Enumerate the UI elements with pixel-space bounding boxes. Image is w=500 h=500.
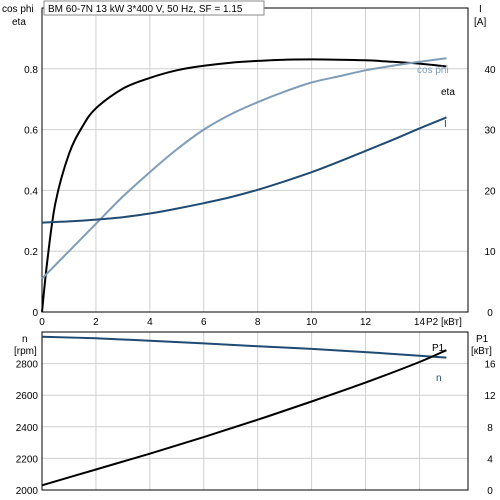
y-right-tick-label: 16 [484, 360, 496, 371]
y-left-tick-label: 2400 [16, 423, 39, 434]
y-left-tick-label: 0.4 [24, 186, 38, 197]
y-left-tick-label: 0.8 [24, 65, 38, 76]
p1-curve [41, 349, 447, 487]
y-right-tick-label: 0 [487, 486, 493, 497]
y-left-tick-label: 2000 [16, 486, 39, 497]
y-right-tick-label: 30 [484, 126, 496, 137]
x-tick-label: 2 [93, 317, 99, 328]
y-right-tick-label: 0 [487, 308, 493, 319]
x-axis-label: P2 [кВт] [426, 317, 462, 328]
x-tick-label: 6 [201, 317, 207, 328]
x-tick-label: 10 [306, 317, 318, 328]
left-axis-label-cosphi: cos phi [2, 4, 34, 15]
y-left-tick-label: 2600 [16, 391, 39, 402]
y-left-tick-label: 0.6 [24, 126, 38, 137]
p1-series-label: P1 [432, 343, 445, 354]
x-tick-label: 0 [39, 317, 45, 328]
eta-curve [41, 58, 447, 313]
x-tick-label: 12 [360, 317, 372, 328]
bottom-plot-frame [41, 331, 469, 491]
y-left-tick-label: 2800 [16, 360, 39, 371]
top-grid [42, 8, 468, 313]
y-right-tick-label: 4 [487, 454, 493, 465]
chart-title: BM 60-7N 13 kW 3*400 V, 50 Hz, SF = 1.15 [48, 4, 243, 15]
eta-series-label: eta [441, 87, 455, 98]
left-axis-label-rpm: [rpm] [14, 346, 37, 357]
right-axis-label-i: I [479, 4, 482, 15]
x-tick-label: 14 [414, 317, 426, 328]
bottom-ticks: 2000 2200 2400 2600 2800 0 4 8 12 16 [16, 360, 496, 497]
y-left-tick-label: 0.2 [24, 247, 38, 258]
right-axis-label-p1: P1 [476, 334, 489, 345]
i-series-label: I [444, 119, 447, 130]
y-left-tick-label: 2200 [16, 454, 39, 465]
cos-phi-curve [41, 57, 447, 280]
cos-phi-series-label: cos phi [417, 65, 449, 76]
x-tick-label: 8 [255, 317, 261, 328]
y-left-tick-label: 0 [32, 308, 38, 319]
n-series-label: n [436, 373, 442, 384]
top-curves: eta cos phi I [41, 57, 455, 313]
n-curve [41, 335, 447, 359]
right-axis-label-unit: [A] [474, 17, 486, 28]
left-axis-label-n: n [22, 334, 28, 345]
y-right-tick-label: 10 [484, 247, 496, 258]
title-box [43, 0, 265, 16]
y-right-tick-label: 40 [484, 65, 496, 76]
y-right-tick-label: 8 [487, 423, 493, 434]
i-curve [41, 116, 447, 224]
bottom-curves: n P1 [41, 335, 447, 487]
top-plot-frame [41, 7, 469, 313]
left-axis-label-eta: eta [12, 17, 26, 28]
efficiency-current-panel: 0 2 4 6 8 10 12 14 0 0.2 0.4 0.6 0.8 0 10 20 30 40 eta cos… [2, 0, 496, 328]
top-ticks: 0 2 4 6 8 10 12 14 0 0.2 0.4 0.6 0.8 0 10 20 30 40 [24, 65, 496, 328]
x-tick-label: 4 [147, 317, 153, 328]
y-right-tick-label: 20 [484, 186, 496, 197]
right-axis-label-kw: [кВт] [471, 346, 492, 357]
y-right-tick-label: 12 [484, 391, 496, 402]
